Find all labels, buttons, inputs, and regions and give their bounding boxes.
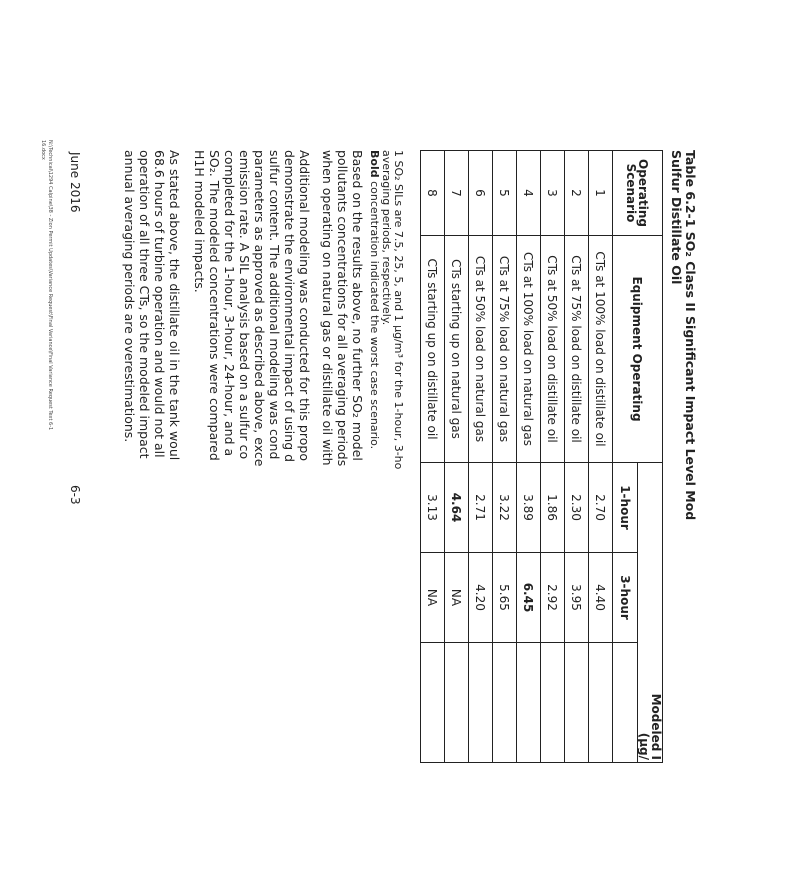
equipment-cell: CTs at 50% load on distillate oil xyxy=(540,235,565,463)
scenario-cell: 4 xyxy=(516,150,541,236)
scenario-cell: 7 xyxy=(444,150,469,236)
3-hour-cell: NA xyxy=(420,552,445,643)
equipment-cell: CTs starting up on distillate oil xyxy=(420,235,445,463)
1-hour-cell: 1.86 xyxy=(540,462,565,553)
footer-file-path-line2: 16.docx xyxy=(40,140,46,160)
truncated-cell xyxy=(588,642,613,763)
equipment-cell: CTs at 100% load on distillate oil xyxy=(588,235,613,463)
footnote-line2: averaging periods, respectively. xyxy=(380,150,393,326)
table-row: 3 CTs at 50% load on distillate oil 1.86 2.… xyxy=(540,150,565,763)
paragraph-3-line: As stated above, the distillate oil in t… xyxy=(167,150,182,461)
truncated-cell xyxy=(444,642,469,763)
3-hour-cell: 3.95 xyxy=(564,552,589,643)
rotated-document-page: Table 6.2-1 SO₂ Class II Significant Imp… xyxy=(5,140,705,870)
1-hour-cell: 2.71 xyxy=(468,462,493,553)
table-row: 4 CTs at 100% load on natural gas 3.89 6.45 xyxy=(516,150,541,763)
1-hour-cell: 3.89 xyxy=(516,462,541,553)
3-hour-cell: 5.65 xyxy=(492,552,517,643)
paragraph-2-line: Additional modeling was conducted for th… xyxy=(297,150,312,461)
1-hour-cell: 3.13 xyxy=(420,462,445,553)
paragraph-3-line: annual averaging periods are overestimat… xyxy=(122,150,137,443)
paragraph-2-line: sulfur content. The additional modeling … xyxy=(267,150,282,460)
so2-sil-table: Operating Scenario Equipment Operating M… xyxy=(420,150,663,763)
truncated-cell xyxy=(516,642,541,763)
table-title-line1: Table 6.2-1 SO₂ Class II Significant Imp… xyxy=(683,150,698,521)
truncated-cell xyxy=(540,642,565,763)
header-modeled: Modeled I (µg/ xyxy=(637,462,663,763)
table-row: 7 CTs starting up on natural gas 4.64 NA xyxy=(444,150,469,763)
paragraph-1-line: Based on the results above, no further S… xyxy=(350,150,365,461)
paragraph-3-line: operation of all three CTs, so the model… xyxy=(137,150,152,459)
1-hour-cell: 4.64 xyxy=(444,462,469,553)
scenario-cell: 3 xyxy=(540,150,565,236)
header-scenario: Operating Scenario xyxy=(612,150,663,236)
scenario-cell: 1 xyxy=(588,150,613,236)
paragraph-1-line: pollutants concentrations for all averag… xyxy=(335,150,350,467)
paragraph-2-line: H1H modeled impacts. xyxy=(192,150,207,293)
header-more xyxy=(612,642,638,763)
truncated-cell xyxy=(492,642,517,763)
footer-date: June 2016 xyxy=(68,152,82,213)
equipment-cell: CTs starting up on natural gas xyxy=(444,235,469,463)
scenario-cell: 5 xyxy=(492,150,517,236)
3-hour-cell: NA xyxy=(444,552,469,643)
header-1-hour: 1-hour xyxy=(612,462,638,553)
equipment-cell: CTs at 75% load on natural gas xyxy=(492,235,517,463)
table-row: 2 CTs at 75% load on distillate oil 2.30 3.… xyxy=(564,150,589,763)
table-row: 1 CTs at 100% load on distillate oil 2.70 4… xyxy=(588,150,613,763)
paragraph-3-line: 68.6 hours of turbine operation and woul… xyxy=(152,150,167,458)
equipment-cell: CTs at 50% load on natural gas xyxy=(468,235,493,463)
1-hour-cell: 2.30 xyxy=(564,462,589,553)
header-equipment: Equipment Operating xyxy=(612,235,663,463)
truncated-cell xyxy=(468,642,493,763)
paragraph-2-line: emission rate. A SIL analysis based on a… xyxy=(237,150,252,460)
table-title-line2: Sulfur Distillate Oil xyxy=(669,150,684,285)
3-hour-cell: 6.45 xyxy=(516,552,541,643)
header-3-hour: 3-hour xyxy=(612,552,638,643)
truncated-cell xyxy=(564,642,589,763)
3-hour-cell: 4.40 xyxy=(588,552,613,643)
paragraph-2-line: completed for the 1-hour, 3-hour, 24-hou… xyxy=(222,150,237,457)
equipment-cell: CTs at 75% load on distillate oil xyxy=(564,235,589,463)
table-row: 5 CTs at 75% load on natural gas 3.22 5.65 xyxy=(492,150,517,763)
scenario-cell: 2 xyxy=(564,150,589,236)
1-hour-cell: 3.22 xyxy=(492,462,517,553)
footnote-line1: 1 SO₂ SILs are 7.5, 25, 5, and 1 µg/m³ f… xyxy=(392,150,405,470)
truncated-cell xyxy=(420,642,445,763)
paragraph-2-line: demonstrate the environmental impact of … xyxy=(282,150,297,463)
3-hour-cell: 2.92 xyxy=(540,552,565,643)
scenario-cell: 8 xyxy=(420,150,445,236)
scenario-cell: 6 xyxy=(468,150,493,236)
table-row: 8 CTs starting up on distillate oil 3.13 NA xyxy=(420,150,445,763)
equipment-cell: CTs at 100% load on natural gas xyxy=(516,235,541,463)
3-hour-cell: 4.20 xyxy=(468,552,493,643)
1-hour-cell: 2.70 xyxy=(588,462,613,553)
footer-page-number: 6-3 xyxy=(68,485,82,505)
table-row: 6 CTs at 50% load on natural gas 2.71 4.20 xyxy=(468,150,493,763)
footnote-line3: Bold concentration indicated the worst c… xyxy=(368,150,381,450)
paragraph-2-line: parameters as approved as described abov… xyxy=(252,150,267,467)
paragraph-1-line: when operating on natural gas or distill… xyxy=(320,150,335,466)
paragraph-2-line: SO₂. The modeled concentrations were com… xyxy=(207,150,222,461)
footer-file-path-line1: N:\Technical\1294 Calpine\38 - Zion Perm… xyxy=(47,140,53,431)
